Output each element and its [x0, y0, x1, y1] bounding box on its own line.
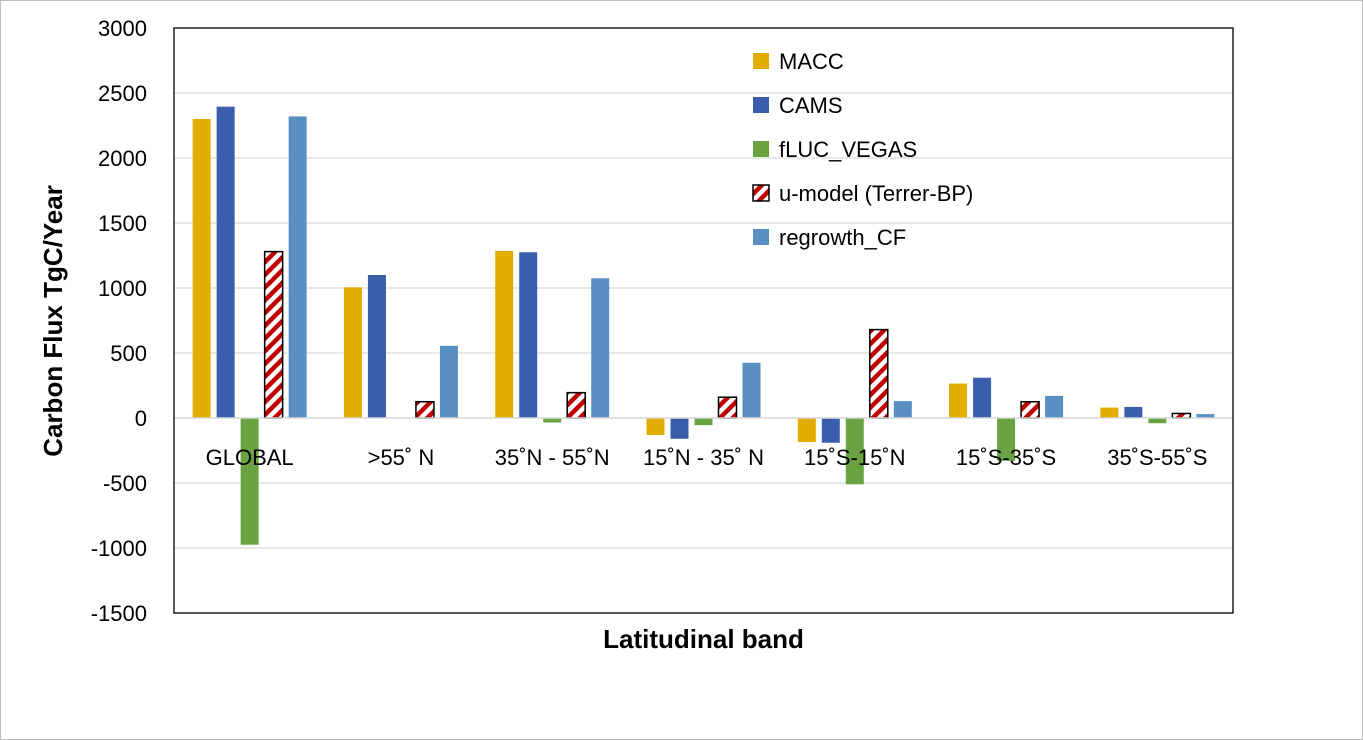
- bar-fluc-vegas: [240, 418, 259, 545]
- bar-cams: [216, 106, 235, 419]
- bar-u-model-terrer-bp: [415, 401, 435, 419]
- legend-label: regrowth_CF: [779, 225, 906, 250]
- x-category-label: 15˚S-15˚N: [804, 445, 905, 470]
- y-tick-label: 1500: [98, 211, 147, 236]
- bar-macc: [495, 250, 514, 418]
- legend-label: CAMS: [779, 93, 843, 118]
- y-tick-label: -1500: [91, 601, 147, 626]
- legend-swatch: [753, 229, 769, 245]
- legend-swatch: [753, 141, 769, 157]
- y-tick-label: 500: [110, 341, 147, 366]
- bar-macc: [949, 383, 968, 418]
- bar-cams: [1124, 406, 1143, 418]
- legend-label: MACC: [779, 49, 844, 74]
- bar-u-model-terrer-bp: [1020, 401, 1040, 419]
- bar-cams: [821, 418, 840, 443]
- bar-regrowth-cf: [439, 345, 458, 418]
- x-category-label: 15˚S-35˚S: [956, 445, 1056, 470]
- bars: [192, 106, 1215, 545]
- bar-macc: [797, 418, 816, 443]
- bar-u-model-terrer-bp: [717, 396, 738, 419]
- bar-regrowth-cf: [591, 278, 610, 418]
- x-category-label: 35˚S-55˚S: [1107, 445, 1207, 470]
- legend-label: u-model (Terrer-BP): [779, 181, 973, 206]
- x-category-label: 15˚N - 35˚ N: [643, 445, 764, 470]
- bar-cams: [519, 252, 538, 418]
- y-tick-label: 1000: [98, 276, 147, 301]
- bar-regrowth-cf: [742, 362, 761, 418]
- y-tick-label: -500: [103, 471, 147, 496]
- legend: MACC CAMS fLUC_VEGAS u-model (Terrer-BP) reg…: [752, 49, 973, 250]
- bar-regrowth-cf: [1196, 414, 1215, 418]
- bar-u-model-terrer-bp: [869, 328, 889, 419]
- gridlines: [174, 27, 1233, 614]
- y-tick-label: 0: [135, 406, 147, 431]
- bar-u-model-terrer-bp: [566, 391, 586, 419]
- y-tick-label: 2000: [98, 146, 147, 171]
- bar-cams: [367, 275, 386, 418]
- bar-fluc-vegas: [1148, 418, 1167, 424]
- bar-fluc-vegas: [997, 418, 1016, 461]
- x-category-label: GLOBAL: [206, 445, 294, 470]
- bar-fluc-vegas: [543, 418, 562, 423]
- legend-swatch: [752, 184, 770, 202]
- bar-fluc-vegas: [845, 418, 864, 485]
- bar-regrowth-cf: [893, 401, 912, 418]
- axes: 3000 2500 2000 1500 1000 500 0 -500 -1000 -1500 GL…: [91, 16, 1234, 626]
- bar-regrowth-cf: [288, 116, 307, 419]
- bar-macc: [343, 287, 362, 418]
- legend-swatch: [753, 97, 769, 113]
- y-axis-title: Carbon Flux TgC/Year: [38, 185, 68, 457]
- legend-label: fLUC_VEGAS: [779, 137, 917, 162]
- plot-area-border: [173, 27, 1234, 614]
- bar-fluc-vegas: [694, 418, 713, 426]
- y-tick-label: 2500: [98, 81, 147, 106]
- x-axis-title: Latitudinal band: [603, 624, 804, 654]
- y-tick-label: -1000: [91, 536, 147, 561]
- legend-swatch: [753, 53, 769, 69]
- bar-macc: [646, 418, 665, 435]
- bar-cams: [973, 377, 992, 418]
- bar-cams: [670, 418, 689, 439]
- bar-regrowth-cf: [1045, 395, 1064, 418]
- bar-u-model-terrer-bp: [263, 250, 284, 419]
- y-tick-label: 3000: [98, 16, 147, 41]
- bar-macc: [1100, 407, 1119, 418]
- x-category-label: 35˚N - 55˚N: [495, 445, 610, 470]
- x-category-label: >55˚ N: [368, 445, 435, 470]
- bar-macc: [192, 119, 211, 418]
